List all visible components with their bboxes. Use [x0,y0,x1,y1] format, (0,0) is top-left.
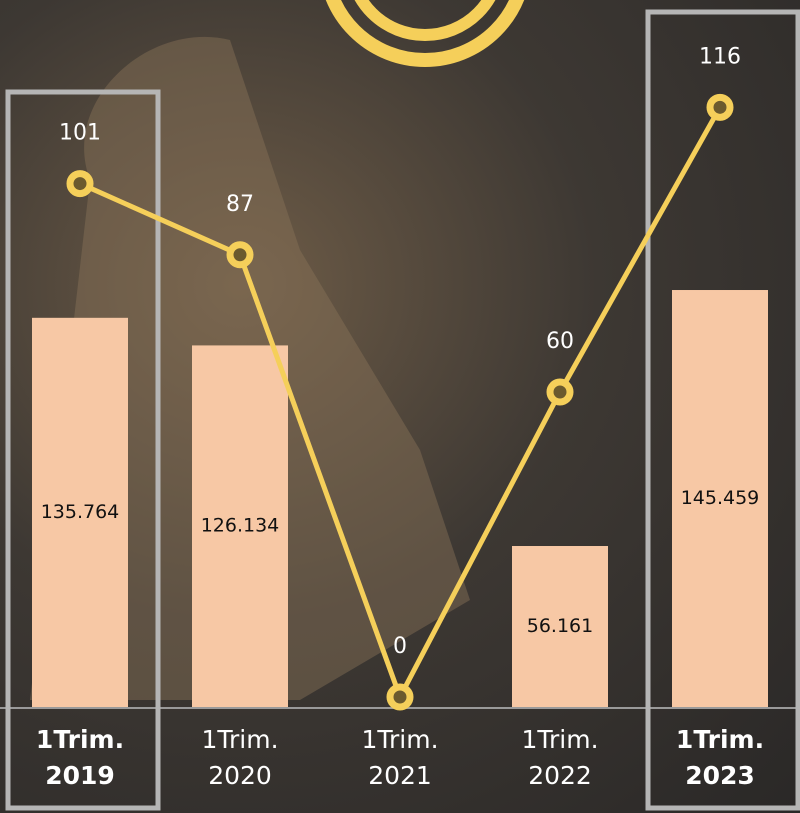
line-value-label: 101 [59,121,101,146]
decor-ring [350,0,500,35]
x-tick-label: 1Trim. 2022 [505,722,615,794]
line-point [390,687,410,707]
chart-svg: 135.764 126.134 56.161 145.459 101 87 0 60 116 [0,0,800,813]
chart: 135.764 126.134 56.161 145.459 101 87 0 60 116 1… [0,0,800,813]
line-value-label: 116 [699,44,741,69]
x-tick-label: 1Trim. 2021 [345,722,455,794]
bar-value-label: 135.764 [41,501,120,523]
line-value-label: 87 [226,192,254,217]
bar-value-label: 145.459 [681,487,760,509]
x-tick-label: 1Trim. 2023 [665,722,775,794]
x-tick-label: 1Trim. 2020 [185,722,295,794]
bar-value-label: 56.161 [527,615,593,637]
x-tick-label: 1Trim. 2019 [25,722,135,794]
line-point [710,97,730,117]
line-point [550,382,570,402]
line-value-label: 60 [546,329,574,354]
line-point [70,174,90,194]
line-point [230,245,250,265]
bar-value-label: 126.134 [201,515,280,537]
line-value-label: 0 [393,634,407,659]
